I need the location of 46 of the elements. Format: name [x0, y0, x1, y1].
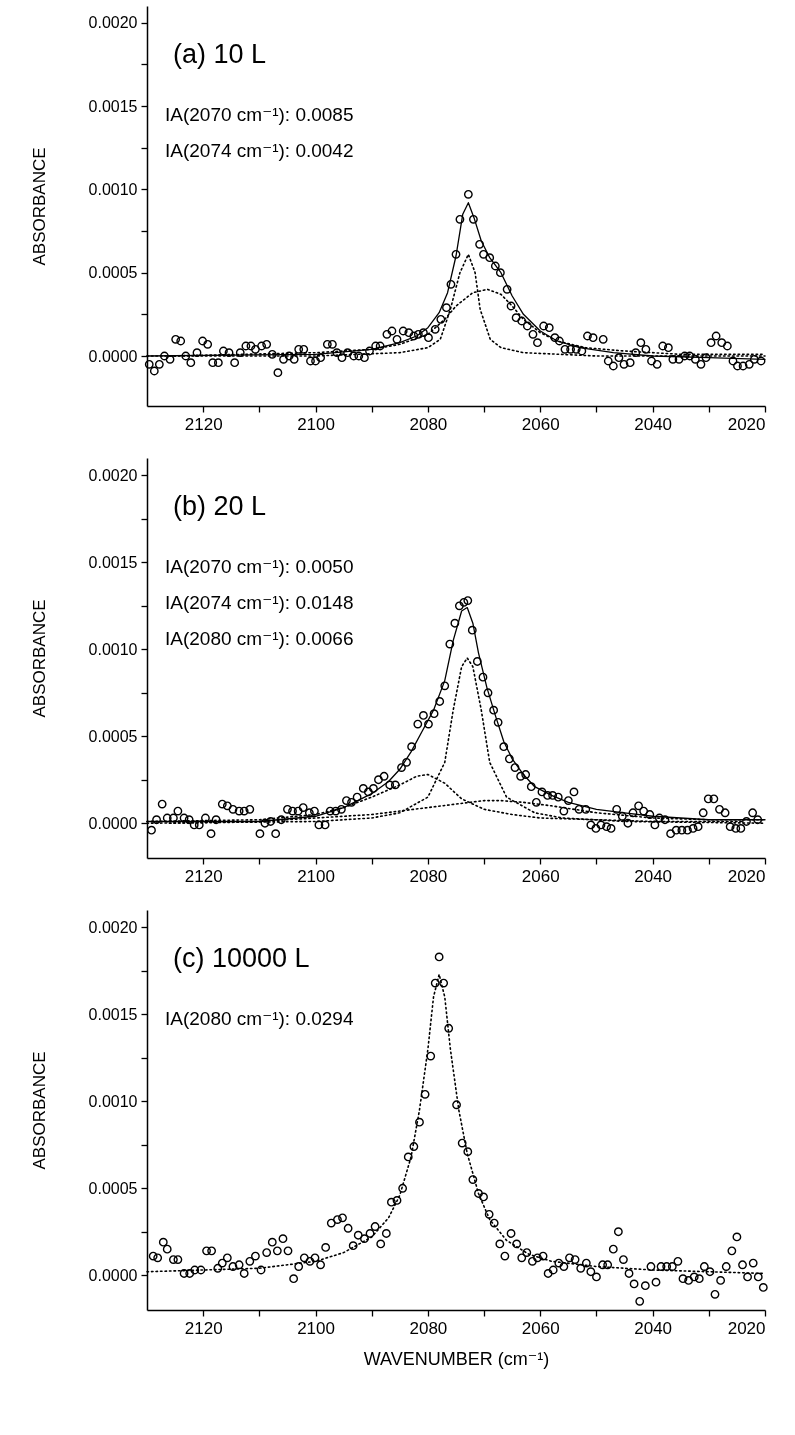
x-tick-label: 2120 — [184, 866, 223, 886]
y-tick-label: 0.0010 — [88, 1092, 138, 1110]
x-tick-label: 2080 — [409, 414, 448, 434]
annotation: IA(2074 cm⁻¹): 0.0042 — [165, 140, 354, 161]
x-tick-label: 2120 — [184, 1318, 223, 1338]
y-tick-label: 0.0015 — [88, 97, 138, 115]
x-tick-label: 2020 — [727, 1318, 766, 1338]
x-tick-label: 2120 — [184, 414, 223, 434]
x-tick-label: 2080 — [409, 1318, 448, 1338]
y-axis-title: ABSORBANCE — [29, 599, 49, 718]
y-tick-label: 0.0005 — [88, 1179, 138, 1197]
x-tick-label: 2020 — [727, 414, 766, 434]
y-tick-label: 0.0000 — [88, 814, 138, 832]
y-tick-label: 0.0020 — [88, 14, 138, 32]
y-tick-label: 0.0000 — [88, 1266, 138, 1284]
y-tick-label: 0.0010 — [88, 180, 138, 198]
x-tick-label: 2060 — [521, 414, 560, 434]
x-axis-title: WAVENUMBER (cm⁻¹) — [363, 1348, 550, 1369]
y-tick-label: 0.0005 — [88, 264, 138, 282]
annotation: IA(2074 cm⁻¹): 0.0148 — [165, 592, 354, 613]
annotation: IA(2080 cm⁻¹): 0.0294 — [165, 1008, 354, 1029]
x-tick-label: 2100 — [297, 866, 335, 886]
y-tick-label: 0.0005 — [88, 727, 138, 745]
annotation: IA(2070 cm⁻¹): 0.0085 — [165, 104, 354, 125]
x-tick-label: 2040 — [634, 414, 673, 434]
x-tick-label: 2020 — [727, 866, 766, 886]
x-tick-label: 2040 — [634, 1318, 673, 1338]
y-tick-label: 0.0000 — [88, 347, 138, 365]
y-tick-label: 0.0015 — [88, 553, 138, 571]
x-tick-label: 2040 — [634, 866, 673, 886]
y-tick-label: 0.0015 — [88, 1005, 138, 1023]
text: (c) 10000 L — [173, 943, 310, 973]
y-axis-title: ABSORBANCE — [29, 147, 49, 266]
annotation: IA(2080 cm⁻¹): 0.0066 — [165, 628, 354, 649]
x-tick-label: 2060 — [521, 866, 560, 886]
x-tick-label: 2100 — [297, 1318, 335, 1338]
y-tick-label: 0.0020 — [88, 466, 138, 484]
y-tick-label: 0.0020 — [88, 918, 138, 936]
y-axis-title: ABSORBANCE — [29, 1051, 49, 1170]
text: (a) 10 L — [173, 39, 267, 69]
x-tick-label: 2080 — [409, 866, 448, 886]
x-tick-label: 2060 — [521, 1318, 560, 1338]
text: (b) 20 L — [173, 491, 267, 521]
annotation: IA(2070 cm⁻¹): 0.0050 — [165, 556, 354, 577]
y-tick-label: 0.0010 — [88, 640, 138, 658]
x-tick-label: 2100 — [297, 414, 335, 434]
